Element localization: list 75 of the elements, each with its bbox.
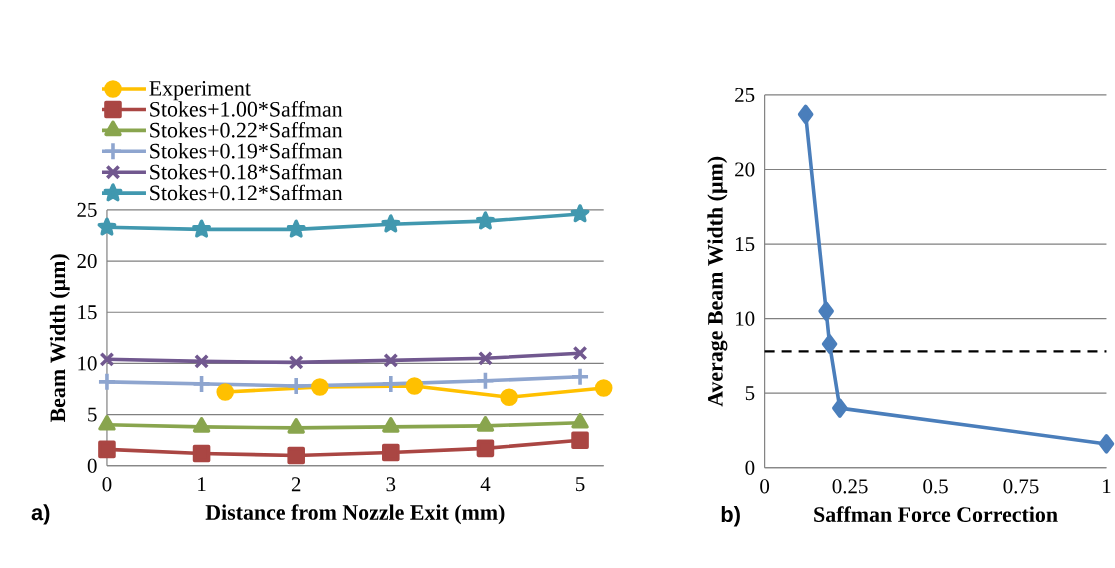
y-axis-title: Beam Width (µm)	[49, 254, 70, 423]
x-tick-label: 0.5	[923, 479, 948, 494]
x-axis-title: Saffman Force Correction	[814, 506, 1058, 523]
y-tick-label: 20	[735, 162, 755, 177]
point	[475, 371, 496, 391]
point	[818, 301, 834, 322]
point	[216, 383, 235, 401]
y-tick-label: 20	[77, 254, 97, 269]
y-tick-label: 15	[736, 237, 755, 252]
y-tick-label: 25	[77, 203, 97, 218]
y-tick-label: 5	[88, 407, 97, 422]
point	[311, 378, 329, 396]
legend-label: Experiment	[149, 81, 251, 101]
point	[382, 443, 400, 462]
y-tick-label: 10	[78, 356, 97, 371]
point	[571, 413, 589, 429]
point	[192, 417, 211, 433]
point	[381, 214, 401, 233]
legend-label: Stokes+0.12*Saffman	[150, 184, 343, 201]
point	[594, 379, 613, 397]
y-tick-label: 0	[87, 458, 97, 473]
point	[192, 444, 211, 463]
x-tick-label: 0	[102, 477, 112, 492]
legend-label: Stokes+0.19*Saffman	[150, 142, 343, 159]
point	[97, 217, 117, 236]
point	[286, 376, 306, 396]
point	[381, 374, 401, 394]
point	[99, 352, 115, 367]
x-tick-label: 4	[480, 477, 491, 492]
legend-label: Stokes+0.18*Saffman	[150, 163, 343, 180]
y-tick-label: 10	[736, 311, 755, 326]
point	[194, 354, 210, 369]
text: a)	[31, 504, 50, 525]
x-tick-label: 0.25	[832, 479, 868, 494]
point	[382, 417, 400, 433]
point	[286, 219, 306, 238]
x-tick-label: 0	[760, 479, 770, 494]
y-tick-label: 25	[735, 88, 755, 103]
legend-label: Stokes+1.00*Saffman	[150, 101, 343, 117]
point	[287, 418, 305, 434]
point	[98, 415, 116, 431]
point	[500, 388, 518, 407]
x-axis-title: Distance from Nozzle Exit (mm)	[205, 504, 505, 525]
x-tick-label: 3	[386, 477, 396, 492]
point	[98, 440, 116, 459]
point	[97, 372, 117, 392]
y-tick-label: 15	[78, 305, 97, 320]
point	[1098, 434, 1115, 454]
point	[476, 211, 495, 230]
y-tick-label: 0	[745, 460, 755, 475]
point	[476, 439, 495, 458]
point	[287, 446, 305, 465]
point	[571, 431, 589, 450]
y-axis-title: Average Beam Width (µm)	[707, 157, 728, 407]
point	[797, 104, 814, 125]
x-tick-label: 1	[1103, 479, 1111, 494]
x-tick-label: 0.75	[1003, 479, 1039, 494]
point	[476, 416, 495, 432]
point	[572, 345, 588, 361]
text: b)	[721, 506, 740, 527]
x-tick-label: 1	[198, 477, 206, 492]
point	[832, 398, 848, 419]
point	[405, 377, 424, 395]
point	[191, 374, 212, 394]
point	[570, 367, 590, 387]
legend-label: Stokes+0.22*Saffman	[150, 122, 343, 138]
point	[821, 334, 838, 354]
point	[383, 353, 399, 368]
point	[192, 219, 211, 238]
x-tick-label: 5	[576, 477, 585, 492]
point	[477, 351, 493, 366]
point	[570, 204, 590, 223]
x-tick-label: 2	[291, 477, 301, 492]
y-tick-label: 5	[745, 386, 755, 401]
point	[288, 355, 304, 370]
